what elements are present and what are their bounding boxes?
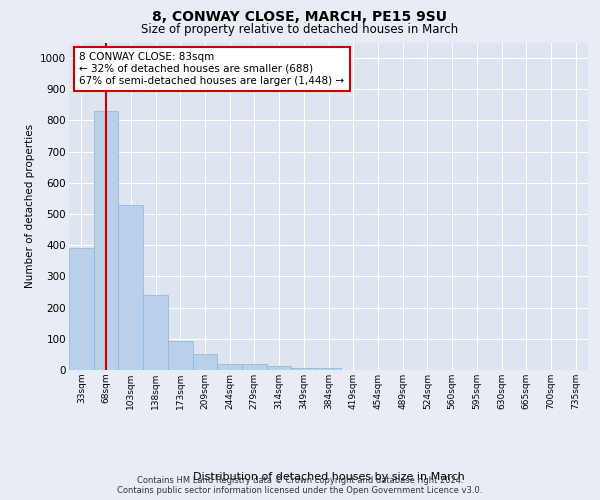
Bar — [118, 204, 143, 370]
Text: 8 CONWAY CLOSE: 83sqm
← 32% of detached houses are smaller (688)
67% of semi-det: 8 CONWAY CLOSE: 83sqm ← 32% of detached … — [79, 52, 344, 86]
Text: Contains HM Land Registry data © Crown copyright and database right 2024.: Contains HM Land Registry data © Crown c… — [137, 476, 463, 485]
Y-axis label: Number of detached properties: Number of detached properties — [25, 124, 35, 288]
Bar — [316, 368, 341, 370]
Bar — [292, 368, 316, 370]
Text: Size of property relative to detached houses in March: Size of property relative to detached ho… — [142, 22, 458, 36]
Bar — [94, 111, 118, 370]
Bar — [69, 248, 94, 370]
Bar — [193, 354, 217, 370]
Text: Contains public sector information licensed under the Open Government Licence v3: Contains public sector information licen… — [118, 486, 482, 495]
X-axis label: Distribution of detached houses by size in March: Distribution of detached houses by size … — [193, 472, 464, 482]
Bar — [242, 364, 267, 370]
Bar — [168, 341, 193, 370]
Bar — [217, 364, 242, 370]
Bar — [267, 366, 292, 370]
Text: 8, CONWAY CLOSE, MARCH, PE15 9SU: 8, CONWAY CLOSE, MARCH, PE15 9SU — [152, 10, 448, 24]
Bar — [143, 295, 168, 370]
